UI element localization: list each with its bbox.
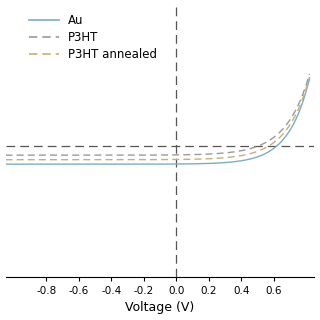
X-axis label: Voltage (V): Voltage (V) bbox=[125, 301, 195, 315]
Legend: Au, P3HT, P3HT annealed: Au, P3HT, P3HT annealed bbox=[27, 12, 160, 63]
